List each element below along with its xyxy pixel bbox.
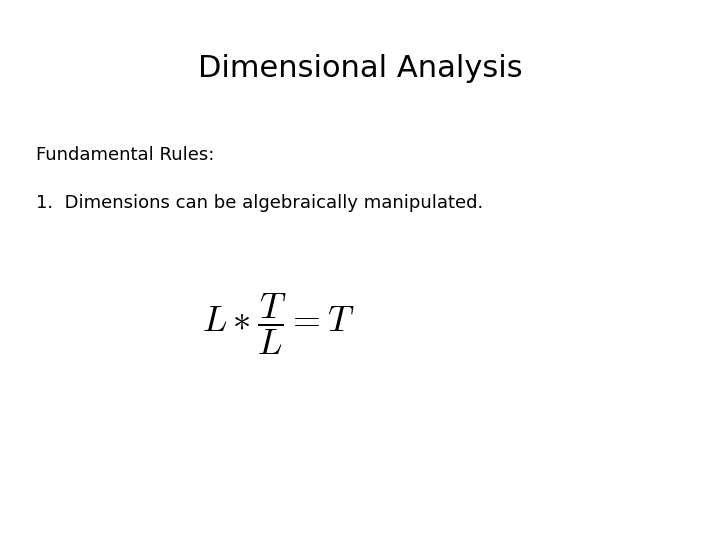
Text: 1.  Dimensions can be algebraically manipulated.: 1. Dimensions can be algebraically manip…: [36, 194, 483, 212]
Text: $L*\dfrac{T}{L} = T$: $L*\dfrac{T}{L} = T$: [202, 292, 354, 356]
Text: Dimensional Analysis: Dimensional Analysis: [198, 54, 522, 83]
Text: Fundamental Rules:: Fundamental Rules:: [36, 146, 215, 164]
